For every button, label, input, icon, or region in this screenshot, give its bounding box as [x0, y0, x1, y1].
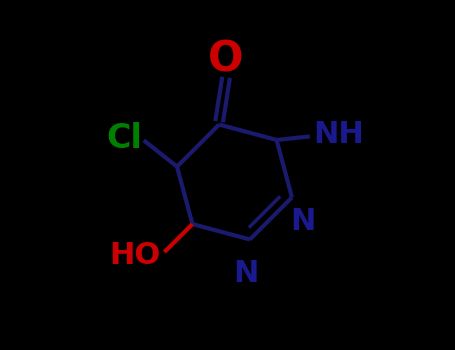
- Text: Cl: Cl: [106, 122, 142, 155]
- Text: N: N: [290, 208, 316, 237]
- Text: NH: NH: [313, 120, 364, 149]
- Text: N: N: [234, 259, 259, 288]
- Text: HO: HO: [110, 241, 161, 270]
- Text: O: O: [208, 39, 244, 81]
